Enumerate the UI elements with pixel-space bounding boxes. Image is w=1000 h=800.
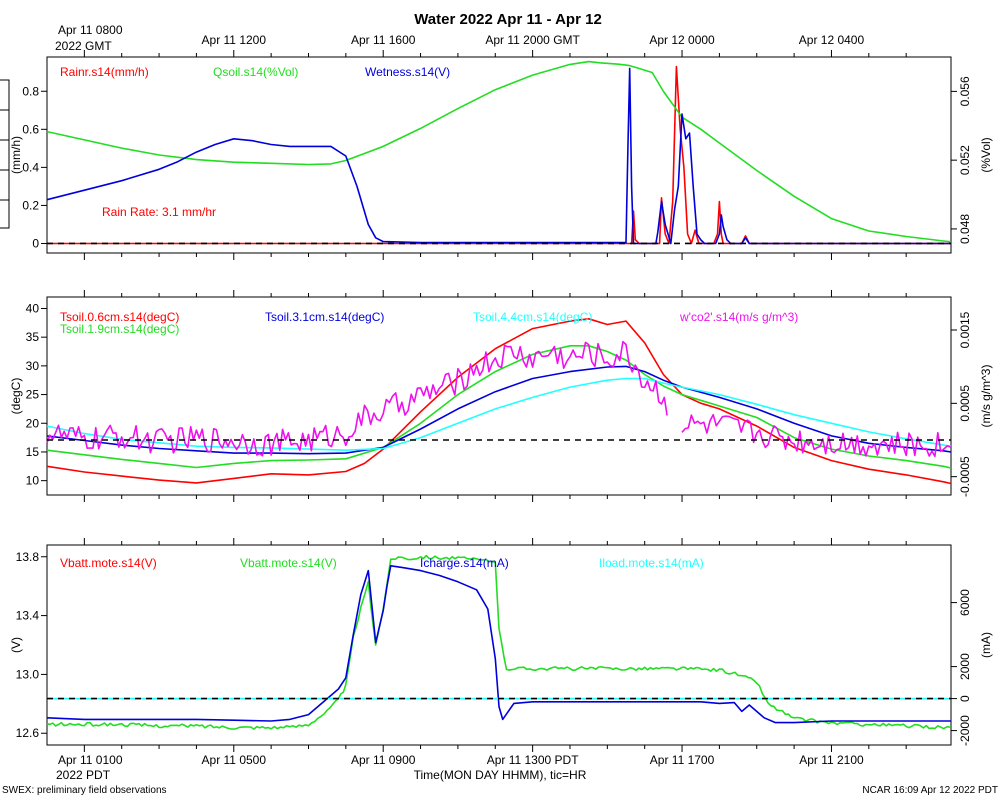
y-left-axis-label: (degC)	[9, 378, 23, 415]
x-axis-label: Time(MON DAY HHMM), tic=HR	[414, 768, 587, 782]
legend-iload: Iload.mote.s14(mA)	[599, 556, 704, 570]
series-line-cyan	[46, 377, 952, 451]
y-left-tick-label: 0.2	[22, 198, 39, 212]
y-left-axis-label: (V)	[9, 637, 23, 653]
footer-right: NCAR 16:09 Apr 12 2022 PDT	[862, 785, 998, 796]
y-left-tick-label: 13.0	[16, 667, 40, 681]
series-line-red	[46, 318, 952, 485]
top-axis-tick-label: Apr 11 2000 GMT	[485, 33, 580, 47]
y-left-tick-label: 13.8	[16, 550, 40, 564]
y-left-tick-label: 13.4	[16, 609, 40, 623]
y-right-tick-label: -2000	[958, 715, 972, 746]
y-right-tick-label: -0.0005	[958, 456, 972, 497]
bottom-axis-tick-labels: Apr 11 0500 Apr 11 0900 Apr 11 1300 PDT Apr…	[202, 753, 865, 767]
plot-frame	[46, 56, 952, 254]
legend-tsoil-3-1cm: Tsoil.3.1cm.s14(degC)	[265, 310, 384, 324]
series-line-green	[46, 60, 952, 243]
footer-left: SWEX: preliminary field observations	[2, 785, 167, 796]
y-right-axis-label: (%Vol)	[979, 137, 993, 172]
y-left-tick-label: 0.8	[22, 84, 39, 98]
bottom-axis-start-line1: Apr 11 0100	[58, 753, 123, 767]
y-left-tick-label: 25	[26, 388, 40, 402]
y-left-tick-label: 0.6	[22, 122, 39, 136]
series-line-magenta	[46, 340, 952, 458]
legend-rainr: Rainr.s14(mm/h)	[60, 65, 149, 79]
y-right-axis-label: (mA)	[979, 632, 993, 658]
bottom-axis-tick-label: Apr 11 0900	[351, 753, 416, 767]
y-left-tick-label: 0	[32, 236, 39, 250]
y-right-tick-label: 2000	[958, 653, 972, 680]
y-right-tick-label: 0.052	[958, 145, 972, 175]
y-left-tick-label: 15	[26, 445, 40, 459]
y-right-axis-label: (m/s g/m^3)	[979, 365, 993, 428]
y-right-tick-label: 6000	[958, 589, 972, 616]
legend-qsoil: Qsoil.s14(%Vol)	[213, 65, 298, 79]
plot-frame	[46, 296, 952, 496]
legend-water: Rainr.s14(mm/h) Qsoil.s14(%Vol) Wetness.…	[60, 65, 450, 219]
top-axis-start-line2: 2022 GMT	[55, 39, 112, 53]
top-axis-tick-label: Apr 12 0400	[799, 33, 865, 47]
bottom-axis-tick-label: Apr 11 1700	[650, 753, 715, 767]
panel-mote-power: 12.6 13.0 13.4 13.8 (V) -2000 0 2000 6000 (mA)	[9, 538, 993, 752]
top-axis-tick-labels: Apr 11 1200 Apr 11 1600 Apr 11 2000 GMT Apr…	[202, 33, 865, 47]
clipped-legend-boxes	[0, 79, 10, 229]
y-left-tick-label: 20	[26, 416, 40, 430]
top-axis-start-line1: Apr 11 0800	[58, 23, 123, 37]
top-axis-tick-label: Apr 12 0000	[649, 33, 715, 47]
panel-soil-temperature: 10 15 20 25 30 35 40 (degC) -0.0005 0.0005 0.0015 (…	[9, 290, 993, 502]
legend-vbatt-red: Vbatt.mote.s14(V)	[60, 556, 157, 570]
series-line-blue	[46, 565, 951, 724]
bottom-axis-tick-label: Apr 11 1300 PDT	[487, 753, 579, 767]
legend-tsoil-0-6cm: Tsoil.0.6cm.s14(degC)	[60, 310, 179, 324]
y-left-tick-label: 10	[26, 474, 40, 488]
legend-wetness: Wetness.s14(V)	[365, 65, 450, 79]
series-line-blue	[46, 365, 952, 455]
y-right-tick-label: 0.056	[958, 76, 972, 106]
bottom-axis-tick-label: Apr 11 2100	[799, 753, 864, 767]
rain-rate-annotation: Rain Rate: 3.1 mm/hr	[102, 205, 216, 219]
legend-wco2: w'co2'.s14(m/s g/m^3)	[679, 310, 798, 324]
plot-frame	[46, 544, 952, 746]
y-right-tick-label: 0.0005	[958, 385, 972, 422]
panel-water: 0 0.2 0.4 0.6 0.8 (mm/h) 0.048 0.052 0.056 (%Vol)	[9, 50, 993, 260]
top-axis-tick-label: Apr 11 1600	[351, 33, 416, 47]
series-line-green	[46, 554, 952, 730]
y-left-tick-label: 0.4	[22, 160, 39, 174]
y-right-tick-label: 0	[958, 695, 972, 702]
legend-vbatt-green: Vbatt.mote.s14(V)	[240, 556, 337, 570]
legend-soil-temperature: Tsoil.0.6cm.s14(degC) Tsoil.1.9cm.s14(de…	[60, 310, 798, 336]
bottom-axis-tick-label: Apr 11 0500	[202, 753, 267, 767]
y-left-axis-label: (mm/h)	[9, 136, 23, 174]
legend-tsoil-1-9cm: Tsoil.1.9cm.s14(degC)	[60, 322, 179, 336]
y-right-tick-label: 0.048	[958, 214, 972, 244]
figure-title: Water 2022 Apr 11 - Apr 12	[414, 11, 602, 28]
bottom-axis-start-line2: 2022 PDT	[56, 768, 111, 782]
y-left-tick-label: 30	[26, 359, 40, 373]
top-axis-tick-label: Apr 11 1200	[202, 33, 267, 47]
legend-icharge: Icharge.s14(mA)	[420, 556, 509, 570]
y-left-tick-label: 12.6	[16, 726, 40, 740]
legend-tsoil-4-4cm: Tsoil.4.4cm.s14(degC)	[473, 310, 592, 324]
y-right-tick-label: 0.0015	[958, 311, 972, 348]
y-left-tick-label: 35	[26, 330, 40, 344]
legend-mote-power: Vbatt.mote.s14(V) Vbatt.mote.s14(V) Icha…	[60, 556, 704, 570]
y-left-tick-label: 40	[26, 301, 40, 315]
